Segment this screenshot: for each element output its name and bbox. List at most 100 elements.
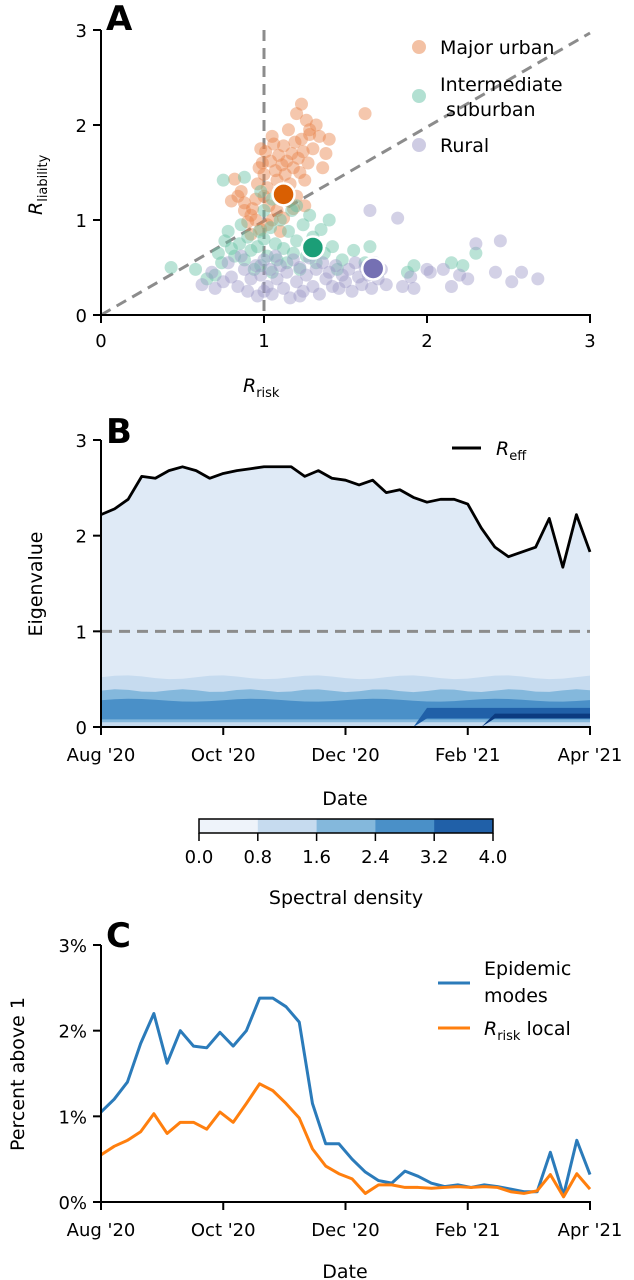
point-1-18 xyxy=(254,259,268,273)
legend-marker-major-urban xyxy=(412,40,426,54)
point-0-21 xyxy=(275,158,289,172)
point-1-41 xyxy=(325,240,339,254)
point-2-48 xyxy=(365,281,379,295)
colorbar-cell-2 xyxy=(316,819,376,833)
point-2-23 xyxy=(283,291,297,305)
point-2-67 xyxy=(515,265,529,279)
point-2-45 xyxy=(355,278,369,292)
colorbar-cell-3 xyxy=(375,819,435,833)
point-1-50 xyxy=(444,256,458,270)
point-0-47 xyxy=(303,123,317,137)
point-2-56 xyxy=(407,281,421,295)
point-2-22 xyxy=(280,265,294,279)
colorbar-tick-label-0: 0.0 xyxy=(185,847,214,868)
point-1-21 xyxy=(264,221,278,235)
point-2-26 xyxy=(293,261,307,274)
point-2-28 xyxy=(299,268,313,282)
point-2-59 xyxy=(436,262,450,276)
point-2-68 xyxy=(531,272,545,286)
point-0-2 xyxy=(237,196,251,210)
colorbar-tick-label-1: 0.8 xyxy=(243,847,272,868)
point-2-32 xyxy=(312,287,326,301)
point-2-31 xyxy=(309,262,323,276)
panel-c-x-label: Date xyxy=(322,1261,367,1280)
density-level-0 xyxy=(101,466,590,727)
point-1-10 xyxy=(233,237,247,251)
point-0-39 xyxy=(306,142,320,156)
point-2-4 xyxy=(221,256,235,270)
panel-c-y-label: Percent above 1 xyxy=(7,997,29,1151)
panel-a-means xyxy=(271,182,386,281)
point-1-49 xyxy=(407,259,421,273)
point-2-3 xyxy=(216,275,230,289)
point-1-1 xyxy=(189,262,203,276)
point-2-5 xyxy=(224,270,238,284)
point-1-27 xyxy=(280,256,294,270)
point-2-44 xyxy=(352,270,366,284)
point-2-2 xyxy=(208,281,222,295)
panel-c-letter: C xyxy=(106,916,131,956)
point-2-41 xyxy=(342,262,356,276)
point-0-0 xyxy=(228,172,242,186)
point-1-26 xyxy=(277,242,291,255)
panel-c: C 0% 1% 2% 3% Aug '20 Oct '20 Dec '20 Feb '21 Ap… xyxy=(7,916,622,1280)
point-0-38 xyxy=(303,128,317,141)
point-1-51 xyxy=(456,259,470,273)
panel-a-letter: A xyxy=(106,0,133,39)
panel-b-letter: B xyxy=(106,412,132,452)
colorbar-cell-4 xyxy=(434,819,494,833)
point-2-55 xyxy=(404,270,418,284)
point-0-11 xyxy=(259,145,273,159)
point-0-35 xyxy=(298,173,312,187)
a-xtick-label-0: 0 xyxy=(95,331,106,352)
point-1-5 xyxy=(215,256,229,270)
colorbar-tick-label-5: 4.0 xyxy=(479,847,508,868)
point-2-19 xyxy=(270,272,284,286)
point-2-60 xyxy=(444,280,458,293)
point-0-60 xyxy=(224,194,238,208)
panel-a-legend: Major urban Intermediate suburban Rural xyxy=(412,37,563,157)
point-1-25 xyxy=(273,213,287,227)
point-2-65 xyxy=(493,234,507,248)
c-ytick-label-2: 2% xyxy=(58,1022,87,1043)
panel-a: A 0 1 2 3 0 1 2 3 Rrisk Rliability Major urban … xyxy=(25,0,596,401)
point-0-32 xyxy=(293,166,307,179)
point-2-30 xyxy=(306,280,320,293)
point-0-45 xyxy=(290,107,304,121)
point-2-24 xyxy=(286,253,300,267)
panel-a-ticks: 0 1 2 3 0 1 2 3 xyxy=(76,21,596,352)
point-1-6 xyxy=(218,234,232,248)
point-0-13 xyxy=(262,199,276,213)
colorbar-tick-label-2: 1.6 xyxy=(302,847,331,868)
legend-label-epidemic: Epidemic xyxy=(484,958,571,980)
mean-marker-0 xyxy=(271,182,296,207)
point-0-25 xyxy=(281,123,295,137)
point-0-24 xyxy=(280,154,294,168)
point-0-27 xyxy=(285,147,299,160)
c-xtick-label-1: Oct '20 xyxy=(191,1220,256,1241)
c-xtick-label-3: Feb '21 xyxy=(435,1220,500,1241)
panel-a-x-label: Rrisk xyxy=(243,375,280,401)
colorbar-label: Spectral density xyxy=(269,887,423,909)
point-0-16 xyxy=(267,137,281,151)
point-0-22 xyxy=(277,139,291,153)
c-xtick-label-2: Dec '20 xyxy=(311,1220,379,1241)
point-0-42 xyxy=(316,161,330,175)
mean-marker-1 xyxy=(300,235,326,260)
a-ytick-label-2: 2 xyxy=(76,116,87,137)
c-ytick-label-3: 3% xyxy=(58,936,87,957)
colorbar-cell-0 xyxy=(199,819,259,833)
point-1-9 xyxy=(228,249,242,263)
panel-b: B 0 1 2 3 Aug '20 Oct '20 Dec '20 Feb '21 Apr '2… xyxy=(25,412,622,909)
legend-label-modes: modes xyxy=(484,985,548,1007)
point-2-52 xyxy=(379,278,393,292)
a-xtick-label-3: 3 xyxy=(584,331,595,352)
point-1-33 xyxy=(296,218,310,232)
point-2-15 xyxy=(260,280,274,293)
point-0-28 xyxy=(286,161,300,175)
point-2-36 xyxy=(325,280,339,293)
point-2-57 xyxy=(420,262,434,276)
point-2-39 xyxy=(335,268,349,282)
point-2-6 xyxy=(231,280,245,293)
point-2-35 xyxy=(322,265,336,279)
